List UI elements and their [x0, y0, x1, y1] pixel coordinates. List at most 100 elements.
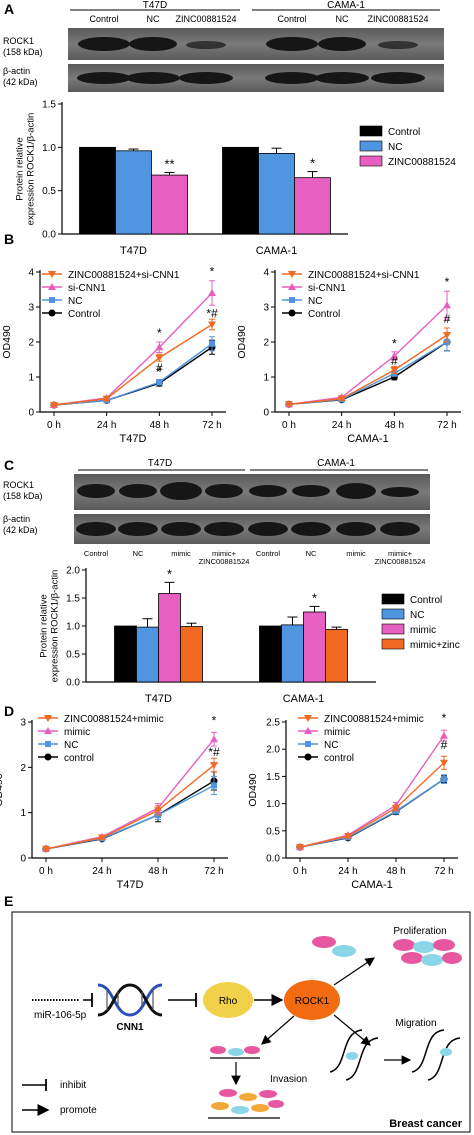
breast-cancer-label: Breast cancer — [389, 1118, 462, 1130]
legend-label: mimic — [410, 625, 436, 636]
y-tick-label: 1 — [263, 373, 269, 384]
series-line — [299, 778, 445, 848]
data-point — [209, 340, 215, 347]
blot-c-band — [292, 485, 330, 497]
data-point — [441, 776, 447, 783]
blot-c-band — [205, 484, 243, 498]
y-tick-label: 1.5 — [266, 772, 280, 783]
panel-letter-b: B — [4, 231, 14, 247]
legend-swatch — [381, 638, 405, 650]
significance-label: * — [392, 336, 397, 350]
blot-a-row-rock1: ROCK1 — [3, 36, 34, 46]
x-tick-label: 48 h — [385, 420, 404, 431]
series-line — [53, 346, 213, 406]
blot-a-band — [266, 37, 318, 51]
legend-swatch — [359, 140, 383, 152]
x-tick-label: 72 h — [434, 866, 453, 877]
x-tick-label: CAMA-1 — [256, 245, 298, 257]
promote-arrow-invasion — [261, 1015, 295, 1045]
y-axis-label: OD490 — [236, 325, 248, 358]
data-point — [337, 395, 346, 403]
data-point — [443, 301, 451, 309]
panel-letter-c: C — [4, 457, 14, 473]
blot-c-band — [161, 522, 201, 536]
y-axis-label: OD490 — [0, 773, 5, 806]
data-point — [288, 309, 296, 317]
legend-label: ZINC00881524+si-CNN1 — [308, 270, 420, 281]
significance-label: * — [157, 364, 162, 378]
blot-a-band — [265, 72, 319, 84]
rock1-label: ROCK1 — [295, 996, 330, 1007]
blot-c-row-actin: β-actin — [3, 514, 30, 524]
migration-path — [329, 1029, 363, 1073]
cell — [312, 936, 336, 948]
mirna-label: miR-106-5p — [34, 1010, 87, 1021]
bar — [303, 611, 326, 683]
y-tick-label: 0.0 — [266, 854, 280, 865]
cell — [440, 1048, 452, 1056]
significance-label: *# — [206, 307, 218, 321]
legend-label: NC — [68, 296, 82, 307]
y-tick-label: 3 — [20, 718, 26, 729]
blot-a-group-cama1: CAMA-1 — [327, 0, 365, 11]
blot-a-lane-4: Control — [277, 14, 306, 24]
panel-letter-a: A — [4, 1, 14, 17]
y-tick-label: 2 — [28, 338, 34, 349]
data-point — [44, 715, 52, 722]
cell — [211, 1102, 229, 1110]
helix-strand-1 — [97, 983, 163, 1017]
blot-a-band — [78, 37, 130, 51]
blot-a-lane-3: ZINC00881524 — [175, 14, 236, 24]
cell — [268, 1100, 284, 1108]
data-point — [211, 782, 217, 789]
migration-path — [345, 1037, 379, 1081]
data-point — [390, 352, 399, 359]
series-line — [299, 762, 445, 848]
blot-c-band — [291, 522, 331, 536]
y-tick-label: 1.5 — [66, 594, 80, 605]
rho-node — [203, 982, 253, 1018]
blot-c-band — [204, 522, 244, 536]
significance-label: * — [157, 326, 162, 340]
cell — [259, 1090, 277, 1098]
legend-label: mimic — [324, 727, 350, 738]
significance-label: # — [156, 361, 163, 375]
y-tick-label: 2.5 — [266, 718, 280, 729]
significance-label: * — [445, 275, 450, 289]
data-point — [440, 731, 448, 739]
y-tick-label: 0 — [20, 854, 26, 865]
blot-c-lane-6: NC — [306, 549, 317, 558]
significance-label: * — [212, 713, 217, 727]
blot-c-lane-1: Control — [84, 549, 109, 558]
bar — [136, 626, 159, 683]
x-tick-label: 0 h — [293, 866, 307, 877]
y-tick-label: 0.0 — [66, 678, 80, 689]
significance-label: *# — [208, 745, 220, 759]
blot-a-band — [371, 72, 425, 84]
legend-label: ZINC00881524+mimic — [64, 714, 164, 725]
data-point — [44, 753, 52, 761]
blot-a-lane-5: NC — [336, 14, 349, 24]
data-point — [390, 367, 399, 374]
cell — [401, 952, 423, 964]
series-line — [45, 764, 215, 850]
migration-path — [411, 1029, 445, 1073]
blot-c-band — [381, 487, 419, 497]
blot-a-lane-6: ZINC00881524 — [367, 14, 428, 24]
key-inhibit-label: inhibit — [60, 1080, 86, 1091]
chart-c-bar: 0.0 0.5 1.0 1.5 2.0 Protein relative expressio… — [39, 566, 460, 706]
data-point — [44, 727, 52, 734]
data-point — [102, 395, 111, 403]
legend-swatch — [381, 623, 405, 635]
y-tick-label: 2 — [263, 338, 269, 349]
cell — [421, 954, 443, 966]
y-axis-label: Protein relative — [39, 594, 50, 657]
significance-label: ** — [164, 156, 174, 171]
bar — [79, 146, 116, 235]
cell — [413, 941, 435, 953]
y-tick-label: 0.5 — [266, 826, 280, 837]
significance-label: * — [310, 156, 315, 171]
series-line — [288, 334, 448, 405]
significance-label: * — [167, 566, 172, 581]
